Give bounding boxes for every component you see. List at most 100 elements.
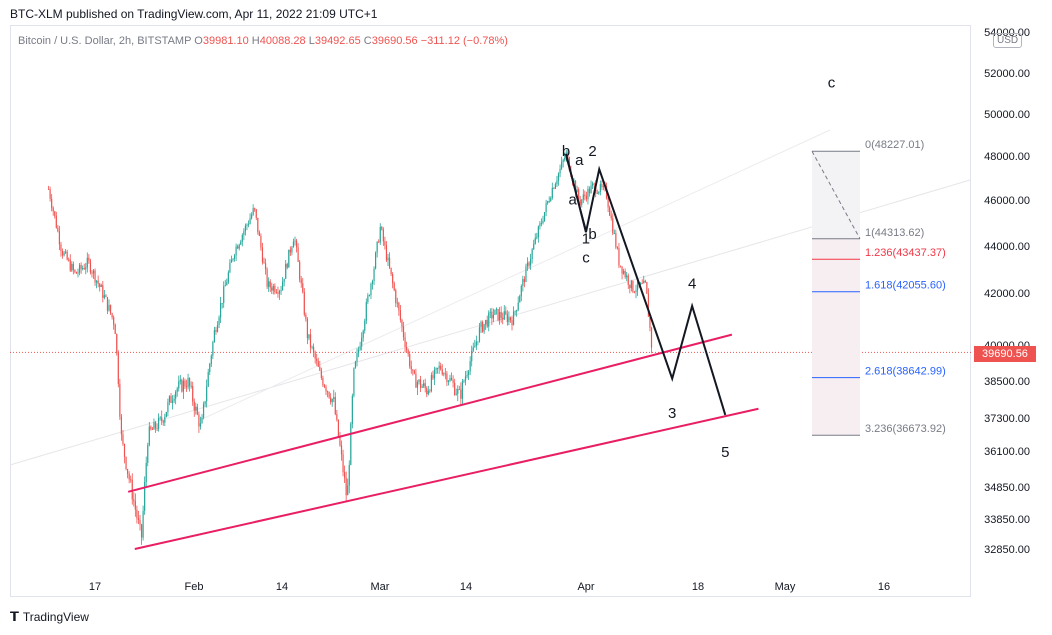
candle-body bbox=[202, 404, 205, 418]
candle-body bbox=[97, 280, 99, 284]
candle-body bbox=[108, 304, 110, 311]
candle-body bbox=[404, 337, 406, 347]
candle-body bbox=[621, 266, 623, 274]
candle-body bbox=[533, 243, 535, 250]
candle-body bbox=[60, 244, 62, 251]
candle-body bbox=[302, 283, 304, 293]
candle-body bbox=[492, 314, 495, 319]
candle-body bbox=[636, 281, 639, 291]
chart-frame bbox=[10, 25, 971, 597]
candle-body bbox=[85, 267, 87, 270]
candle-body bbox=[288, 249, 290, 268]
candle-body bbox=[623, 270, 625, 274]
candle-body bbox=[224, 285, 226, 287]
candle-body bbox=[407, 350, 409, 355]
candle-body bbox=[481, 321, 484, 332]
candle-body bbox=[497, 309, 499, 321]
candle-body bbox=[204, 401, 206, 405]
candle-body bbox=[447, 380, 450, 382]
candle-body bbox=[277, 292, 279, 294]
candle-body bbox=[137, 518, 140, 521]
wave-label: a bbox=[569, 192, 578, 209]
candle-body bbox=[133, 499, 135, 502]
candle-body bbox=[210, 355, 212, 364]
wave-label: 2 bbox=[588, 143, 596, 160]
candle-body bbox=[88, 257, 90, 261]
candle-body bbox=[207, 372, 209, 387]
candle-body bbox=[317, 361, 319, 367]
wave-label: 4 bbox=[688, 275, 696, 292]
candle-body bbox=[82, 268, 84, 269]
candle-body bbox=[69, 259, 71, 271]
candle-body bbox=[567, 152, 569, 158]
candle-body bbox=[187, 378, 189, 388]
candle-body bbox=[190, 386, 192, 387]
candle-body bbox=[117, 353, 119, 385]
candle-body bbox=[109, 304, 112, 314]
candle-body bbox=[162, 421, 164, 423]
candle-body bbox=[252, 208, 254, 215]
candle-body bbox=[350, 423, 352, 465]
candle-body bbox=[413, 370, 415, 374]
candle-body bbox=[525, 266, 527, 283]
candle-body bbox=[150, 426, 152, 430]
candle-body bbox=[441, 369, 443, 375]
candle-body bbox=[353, 367, 355, 396]
candle-body bbox=[134, 501, 136, 510]
candle-body bbox=[519, 295, 521, 303]
candle-body bbox=[223, 286, 225, 303]
candle-body bbox=[66, 251, 68, 260]
candle-body bbox=[47, 189, 50, 190]
candle-body bbox=[415, 373, 417, 388]
x-axis-tick-label: May bbox=[775, 581, 796, 593]
candle-body bbox=[243, 231, 245, 236]
candle-body bbox=[517, 302, 519, 311]
candle-body bbox=[398, 302, 400, 311]
candle-body bbox=[615, 233, 617, 248]
candle-body bbox=[244, 225, 247, 232]
candle-body bbox=[455, 393, 457, 395]
y-axis-tick-label: 46000.00 bbox=[984, 195, 1030, 207]
wave-label: 1 bbox=[582, 231, 590, 248]
last-price-tag: 39690.56 bbox=[974, 346, 1036, 362]
candle-body bbox=[218, 317, 220, 326]
candle-body bbox=[424, 383, 426, 389]
high-label: H bbox=[251, 35, 260, 47]
candle-body bbox=[390, 267, 392, 275]
candle-body bbox=[590, 185, 592, 194]
candle-body bbox=[161, 417, 163, 422]
fib-level-label: 2.618(38642.99) bbox=[865, 366, 946, 378]
candle-body bbox=[300, 279, 302, 284]
candle-body bbox=[272, 285, 274, 291]
candle-body bbox=[444, 373, 446, 375]
candle-body bbox=[458, 389, 460, 390]
candle-body bbox=[51, 198, 53, 208]
candle-body bbox=[612, 218, 614, 234]
x-axis-tick-label: Apr bbox=[577, 581, 594, 593]
candle-body bbox=[376, 241, 378, 253]
candle-body bbox=[471, 350, 473, 362]
fib-zone bbox=[812, 238, 860, 436]
candle-body bbox=[475, 341, 477, 347]
candle-body bbox=[178, 381, 180, 389]
candle-body bbox=[241, 235, 243, 242]
candle-body bbox=[578, 189, 580, 200]
candle-body bbox=[381, 226, 383, 230]
y-axis-tick-label: 44000.00 bbox=[984, 241, 1030, 253]
candle-body bbox=[65, 251, 67, 253]
candle-body bbox=[531, 249, 533, 259]
y-axis-tick-label: 33850.00 bbox=[984, 514, 1030, 526]
fib-level-label: 0(48227.01) bbox=[865, 139, 924, 151]
candle-body bbox=[195, 406, 197, 411]
candle-body bbox=[440, 365, 442, 370]
currency-selector[interactable]: USD bbox=[993, 33, 1023, 48]
candle-body bbox=[240, 241, 242, 245]
candle-body bbox=[396, 302, 398, 304]
candle-body bbox=[206, 386, 208, 402]
candle-body bbox=[201, 417, 203, 424]
x-axis-tick-label: 14 bbox=[276, 581, 288, 593]
candle-body bbox=[502, 317, 504, 320]
candle-body bbox=[96, 280, 98, 283]
candle-body bbox=[57, 227, 59, 232]
